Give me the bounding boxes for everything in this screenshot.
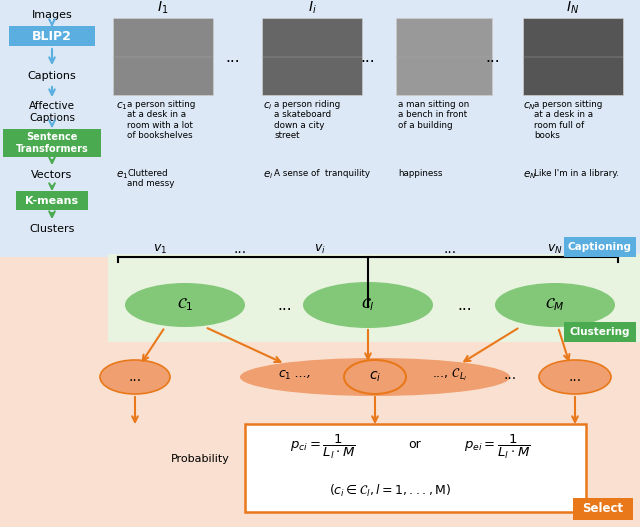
Text: ...: ... <box>486 50 500 64</box>
FancyBboxPatch shape <box>564 322 636 342</box>
Text: $v_N$: $v_N$ <box>547 242 563 256</box>
Text: a person sitting
at a desk in a
room with a lot
of bookshelves: a person sitting at a desk in a room wit… <box>127 100 195 140</box>
Text: Cluttered
and messy: Cluttered and messy <box>127 169 174 188</box>
Text: $v_1$: $v_1$ <box>153 242 167 256</box>
Text: Affective
Captions: Affective Captions <box>29 101 75 123</box>
Text: $c_i$: $c_i$ <box>263 100 273 112</box>
Bar <box>0 257 640 527</box>
Text: Captions: Captions <box>28 71 76 81</box>
FancyBboxPatch shape <box>245 424 586 512</box>
Text: ...: ... <box>234 242 246 256</box>
FancyBboxPatch shape <box>9 26 95 46</box>
Text: Clustering: Clustering <box>570 327 630 337</box>
Text: Probability: Probability <box>171 454 229 464</box>
Text: $e_i$: $e_i$ <box>263 169 273 181</box>
Text: Sentence
Transformers: Sentence Transformers <box>15 132 88 154</box>
Text: Vectors: Vectors <box>31 170 72 180</box>
Text: $c_N$: $c_N$ <box>523 100 536 112</box>
Text: ...: ... <box>504 368 516 382</box>
Text: a man sitting on
a bench in front
of a building: a man sitting on a bench in front of a b… <box>398 100 469 130</box>
Text: $c_1$: $c_1$ <box>116 100 128 112</box>
Text: $c_1$ ...,: $c_1$ ..., <box>278 368 312 382</box>
FancyBboxPatch shape <box>16 191 88 210</box>
Ellipse shape <box>303 282 433 328</box>
Bar <box>523 18 623 95</box>
Text: a person riding
a skateboard
down a city
street: a person riding a skateboard down a city… <box>274 100 340 140</box>
Bar <box>0 0 640 257</box>
Text: $v_i$: $v_i$ <box>314 242 326 256</box>
Text: $p_{ci} = \dfrac{1}{L_l \cdot M}$: $p_{ci} = \dfrac{1}{L_l \cdot M}$ <box>290 433 356 461</box>
Bar <box>0 0 640 257</box>
Bar <box>108 254 640 342</box>
Text: $\mathcal{C}_M$: $\mathcal{C}_M$ <box>545 297 565 314</box>
Text: $I_1$: $I_1$ <box>157 0 169 16</box>
Text: $e_1$: $e_1$ <box>116 169 129 181</box>
Text: Select: Select <box>582 503 623 515</box>
Bar <box>396 18 492 95</box>
Text: or: or <box>408 437 421 451</box>
Text: $c_i$: $c_i$ <box>369 370 381 384</box>
Text: Images: Images <box>31 10 72 20</box>
FancyBboxPatch shape <box>3 129 101 157</box>
Text: Captioning: Captioning <box>568 242 632 252</box>
FancyBboxPatch shape <box>573 498 633 520</box>
Text: ...: ... <box>568 370 582 384</box>
Text: ...: ... <box>278 298 292 313</box>
Ellipse shape <box>100 360 170 394</box>
Text: a person sitting
at a desk in a
room full of
books: a person sitting at a desk in a room ful… <box>534 100 602 140</box>
Text: $( c_i \in \mathcal{C}_l, l = 1, ..., \mathrm{M})$: $( c_i \in \mathcal{C}_l, l = 1, ..., \m… <box>329 483 451 499</box>
FancyBboxPatch shape <box>564 237 636 257</box>
Text: Clusters: Clusters <box>29 224 75 234</box>
Text: $\mathcal{C}_1$: $\mathcal{C}_1$ <box>177 297 193 314</box>
Text: ..., $\mathcal{C}_{L_l}$: ..., $\mathcal{C}_{L_l}$ <box>432 367 468 383</box>
Text: BLIP2: BLIP2 <box>32 30 72 43</box>
Text: K-means: K-means <box>26 196 79 206</box>
Text: $p_{ei} = \dfrac{1}{L_l \cdot M}$: $p_{ei} = \dfrac{1}{L_l \cdot M}$ <box>464 433 530 461</box>
Text: $e_N$: $e_N$ <box>523 169 536 181</box>
Ellipse shape <box>495 283 615 327</box>
Bar <box>113 18 213 95</box>
Bar <box>262 18 362 95</box>
Text: A sense of  tranquility: A sense of tranquility <box>274 169 370 178</box>
Text: Like I'm in a library.: Like I'm in a library. <box>534 169 619 178</box>
Text: $I_N$: $I_N$ <box>566 0 580 16</box>
Text: ...: ... <box>361 50 375 64</box>
Text: $\mathcal{C}_l$: $\mathcal{C}_l$ <box>361 297 375 314</box>
Bar <box>108 254 640 342</box>
Text: happiness: happiness <box>398 169 442 178</box>
Text: ...: ... <box>458 298 472 313</box>
Text: ...: ... <box>226 50 240 64</box>
Text: $I_i$: $I_i$ <box>308 0 316 16</box>
Ellipse shape <box>240 358 510 396</box>
Text: ...: ... <box>129 370 141 384</box>
Text: ...: ... <box>444 242 456 256</box>
Ellipse shape <box>344 360 406 394</box>
Ellipse shape <box>125 283 245 327</box>
Ellipse shape <box>539 360 611 394</box>
